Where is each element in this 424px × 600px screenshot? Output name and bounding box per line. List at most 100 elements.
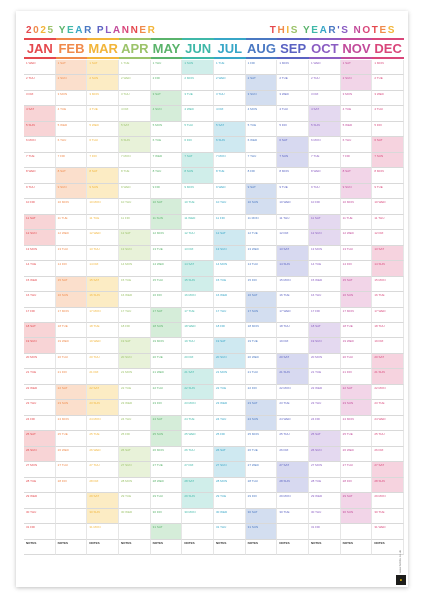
day-cell: 13 SUN: [213, 245, 246, 262]
day-cell: 5 FRI: [277, 121, 309, 138]
day-cell: 7 FRI: [87, 152, 119, 169]
day-cell: 29 WED: [308, 493, 341, 509]
day-cell: 22 TUE: [118, 384, 151, 401]
day-cell: 30 TUE: [372, 508, 404, 525]
day-cell: 7 FRI: [340, 152, 373, 169]
day-cell: 3 MON: [55, 90, 88, 107]
notes-cell: NOTES: [245, 539, 278, 555]
day-cell: 23 THU: [24, 400, 56, 416]
day-cell: 2 WED: [213, 75, 246, 91]
day-cell: 1 THU: [150, 60, 183, 76]
day-cell: 6 TUE: [150, 137, 183, 153]
day-cell: 31 MON: [87, 524, 119, 540]
day-cell: 9 SUN: [87, 183, 119, 200]
day-cell: 23 MON: [182, 400, 214, 416]
day-cell: 21 MON: [118, 369, 151, 385]
day-cell: 16 SUN: [87, 292, 119, 308]
day-cell: 27 THU: [87, 462, 119, 478]
brand-url: www.bobilu.co.uk: [398, 549, 402, 573]
day-cell: 25 TUE: [55, 431, 88, 447]
day-cell: 4 FRI: [213, 106, 246, 122]
month-header-oct: OCT: [308, 38, 341, 59]
day-cell: 2 FRI: [150, 75, 183, 91]
day-cell: 5 WED: [55, 121, 88, 138]
day-cell: 10 WED: [277, 199, 309, 215]
notes-cell: NOTES: [182, 539, 214, 555]
day-cell: 11 THU: [277, 214, 309, 231]
day-cell: 1 SAT: [87, 60, 119, 76]
month-header-may: MAY: [150, 38, 183, 59]
day-cell: 17 MON: [340, 307, 373, 323]
day-cell: 5 WED: [340, 121, 373, 138]
brand-logo: B: [396, 575, 406, 585]
day-cell: 30 THU: [24, 508, 56, 525]
day-cell: 23 TUE: [372, 400, 404, 416]
day-cell: 4 FRI: [118, 106, 151, 122]
day-cell: 13 SUN: [118, 245, 151, 262]
day-cell: 18 THU: [277, 322, 309, 339]
day-cell: 20 FRI: [182, 353, 214, 370]
calendar-grid: 1 WED 1 SAT 1 SAT 1 TUE 1 THU 1 SUN 1 TUE 1 FRI…: [24, 60, 404, 555]
empty-cell: [55, 493, 88, 509]
day-cell: 11 WED: [182, 214, 214, 231]
day-cell: 21 FRI: [340, 369, 373, 385]
day-cell: 22 SAT: [87, 384, 119, 401]
day-cell: 16 SUN: [340, 292, 373, 308]
day-cell: 1 MON: [372, 60, 404, 76]
day-cell: 15 WED: [24, 276, 56, 293]
day-cell: 30 TUE: [277, 508, 309, 525]
notes-cell: NOTES: [150, 539, 183, 555]
day-cell: 4 SAT: [24, 106, 56, 122]
day-cell: 24 MON: [55, 415, 88, 432]
day-cell: 8 MON: [372, 168, 404, 184]
day-cell: 2 THU: [308, 75, 341, 91]
day-cell: 22 FRI: [245, 384, 278, 401]
day-cell: 29 FRI: [245, 493, 278, 509]
day-cell: 28 MON: [118, 477, 151, 494]
day-cell: 18 SAT: [24, 322, 56, 339]
day-cell: 23 WED: [118, 400, 151, 416]
day-cell: 2 SUN: [87, 75, 119, 91]
day-cell: 15 TUE: [118, 276, 151, 293]
day-cell: 6 THU: [340, 137, 373, 153]
day-cell: 11 TUE: [55, 214, 88, 231]
day-cell: 15 WED: [308, 276, 341, 293]
day-cell: 25 MON: [245, 431, 278, 447]
day-cell: 27 SUN: [118, 462, 151, 478]
month-header-jul: JUL: [213, 38, 246, 59]
day-cell: 26 SAT: [118, 446, 151, 463]
day-cell: 8 MON: [277, 168, 309, 184]
day-cell: 6 MON: [24, 137, 56, 153]
day-cell: 11 SAT: [308, 214, 341, 231]
day-cell: 10 TUE: [182, 199, 214, 215]
day-cell: 30 SAT: [245, 508, 278, 525]
month-header-dec: DEC: [372, 38, 404, 59]
day-cell: 3 MON: [87, 90, 119, 107]
day-cell: 19 THU: [182, 338, 214, 354]
day-cell: 10 FRI: [24, 199, 56, 215]
notes-cell: NOTES: [372, 539, 404, 555]
day-cell: 18 MON: [245, 322, 278, 339]
day-cell: 4 MON: [245, 106, 278, 122]
day-cell: 13 SAT: [372, 245, 404, 262]
day-cell: 7 MON: [118, 152, 151, 169]
day-cell: 14 MON: [118, 261, 151, 277]
day-cell: 26 WED: [87, 446, 119, 463]
day-cell: 3 SUN: [245, 90, 278, 107]
day-cell: 2 WED: [118, 75, 151, 91]
notes-cell: NOTES: [277, 539, 309, 555]
day-cell: 8 THU: [150, 168, 183, 184]
day-cell: 2 TUE: [372, 75, 404, 91]
day-cell: 10 THU: [213, 199, 246, 215]
day-cell: 16 WED: [118, 292, 151, 308]
day-cell: 15 SAT: [87, 276, 119, 293]
day-cell: 29 SAT: [340, 493, 373, 509]
day-cell: 7 SUN: [277, 152, 309, 169]
day-cell: 6 FRI: [182, 137, 214, 153]
day-cell: 20 SAT: [277, 353, 309, 370]
day-cell: 22 SAT: [55, 384, 88, 401]
day-cell: 7 SUN: [372, 152, 404, 169]
day-cell: 15 SAT: [340, 276, 373, 293]
day-cell: 3 MON: [340, 90, 373, 107]
day-cell: 20 SUN: [213, 353, 246, 370]
